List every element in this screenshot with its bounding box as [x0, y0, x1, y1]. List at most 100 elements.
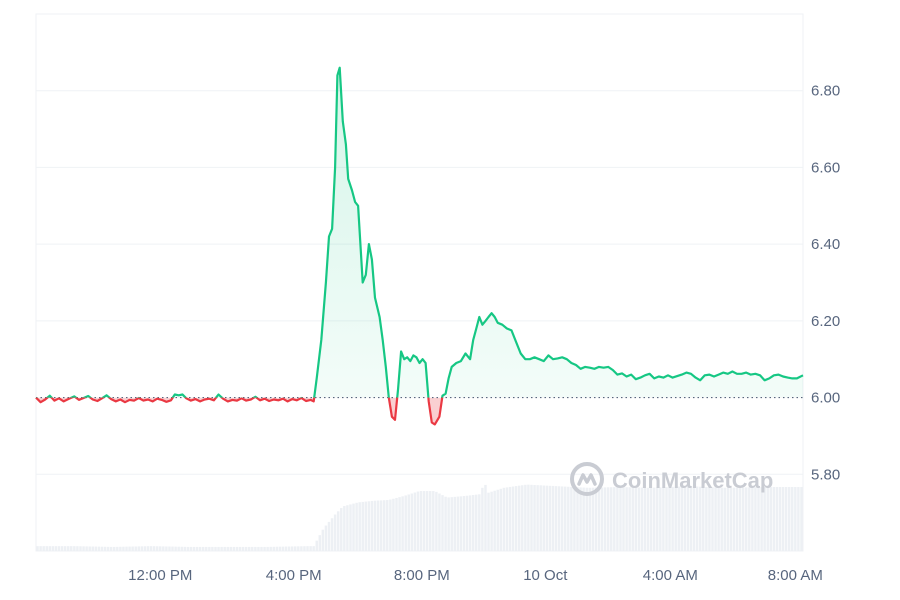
volume-bar — [567, 486, 570, 551]
volume-bar — [686, 486, 690, 551]
volume-bar — [364, 501, 368, 551]
volume-bar — [622, 487, 625, 551]
volume-bar — [708, 487, 711, 551]
volume-bar — [177, 546, 180, 551]
volume-bar — [85, 546, 88, 551]
volume-bar — [340, 508, 343, 551]
volume-bar — [800, 487, 803, 551]
volume-bar — [729, 487, 733, 551]
volume-bars — [36, 484, 803, 551]
volume-bar — [502, 487, 506, 551]
volume-bar — [321, 529, 325, 551]
volume-bar — [769, 487, 773, 551]
volume-bar — [432, 491, 435, 551]
volume-bar — [772, 487, 776, 551]
volume-bar — [382, 500, 386, 551]
volume-bar — [260, 546, 263, 551]
volume-bar — [324, 525, 328, 551]
volume-bar — [57, 546, 61, 551]
volume-bar — [88, 546, 91, 551]
volume-bar — [287, 546, 291, 551]
volume-bar — [560, 486, 564, 551]
volume-bar — [395, 497, 398, 551]
volume-bar — [137, 546, 141, 551]
volume-bar — [447, 497, 450, 551]
volume-bar — [619, 487, 622, 551]
volume-bar — [300, 546, 303, 551]
volume-bar — [100, 546, 104, 551]
volume-bar — [143, 546, 147, 551]
volume-bar — [677, 486, 680, 551]
volume-bar — [674, 486, 677, 551]
volume-bar — [603, 487, 607, 551]
price-area — [36, 67, 803, 425]
volume-bar — [315, 540, 318, 551]
volume-bar — [585, 487, 588, 551]
volume-bar — [312, 546, 315, 551]
x-axis-ticks: 12:00 PM 4:00 PM 8:00 PM 10 Oct 4:00 AM 8:00 … — [128, 567, 823, 584]
volume-bar — [66, 546, 70, 551]
volume-bar — [766, 487, 769, 551]
y-axis-ticks: 5.80 6.00 6.20 6.40 6.60 6.80 — [811, 83, 840, 484]
watermark-text: CoinMarketCap — [612, 468, 773, 493]
volume-bar — [751, 487, 754, 551]
volume-bar — [349, 504, 352, 551]
volume-bar — [606, 487, 610, 551]
volume-bar — [82, 546, 85, 551]
volume-bar — [303, 546, 306, 551]
volume-bar — [266, 546, 269, 551]
volume-bar — [333, 514, 337, 551]
volume-bar — [508, 486, 512, 551]
volume-bar — [192, 546, 196, 551]
volume-bar — [254, 546, 257, 551]
volume-bar — [579, 487, 582, 551]
volume-bar — [668, 486, 671, 551]
volume-bar — [548, 485, 552, 551]
volume-bar — [797, 487, 800, 551]
volume-bar — [367, 501, 371, 551]
volume-bar — [702, 486, 705, 551]
volume-bar — [591, 487, 595, 551]
volume-bar — [732, 487, 736, 551]
x-tick-label: 10 Oct — [523, 567, 568, 584]
volume-bar — [573, 487, 576, 551]
volume-bar — [94, 546, 98, 551]
volume-bar — [116, 546, 119, 551]
volume-bar — [741, 487, 745, 551]
volume-bar — [649, 487, 653, 551]
volume-bar — [462, 496, 466, 551]
volume-bar — [226, 546, 229, 551]
volume-bar — [683, 486, 687, 551]
y-tick-label: 6.20 — [811, 313, 840, 330]
price-line-up — [36, 66, 804, 398]
volume-bar — [223, 546, 226, 551]
plot-frame — [35, 13, 804, 552]
volume-bar — [468, 495, 472, 551]
y-tick-label: 6.60 — [811, 159, 840, 176]
volume-bar — [444, 496, 447, 551]
volume-bar — [60, 546, 64, 551]
volume-bar — [208, 546, 211, 551]
volume-bar — [631, 487, 634, 551]
volume-bar — [656, 487, 659, 551]
volume-bar — [113, 546, 116, 551]
volume-bar — [680, 486, 684, 551]
volume-bar — [570, 486, 573, 551]
volume-bar — [484, 484, 487, 551]
volume-bar — [413, 492, 417, 551]
coinmarketcap-logo-icon — [570, 462, 604, 496]
volume-bar — [530, 484, 533, 551]
volume-bar — [545, 485, 549, 551]
volume-bar — [238, 546, 242, 551]
y-tick-label: 6.80 — [811, 83, 840, 100]
volume-bar — [229, 546, 233, 551]
volume-bar — [106, 546, 110, 551]
volume-bar — [389, 499, 392, 551]
volume-bar — [186, 546, 190, 551]
volume-bar — [735, 487, 739, 551]
volume-bar — [487, 492, 490, 551]
volume-bar — [125, 546, 128, 551]
volume-bar — [410, 493, 414, 551]
